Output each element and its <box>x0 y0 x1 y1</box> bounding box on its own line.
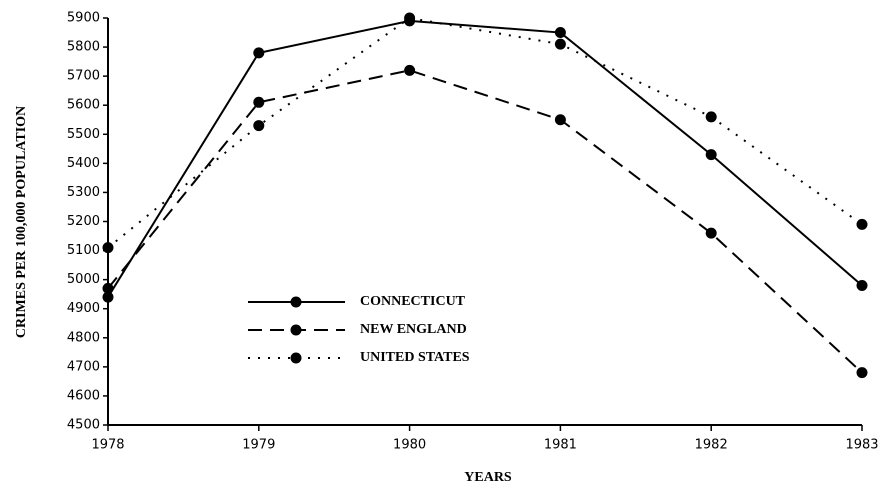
data-point <box>404 64 416 76</box>
y-tick-label: 4900 <box>67 301 100 316</box>
data-point <box>856 367 868 379</box>
y-tick-label: 5300 <box>67 185 100 200</box>
legend-label: NEW ENGLAND <box>360 322 467 337</box>
data-point <box>554 38 566 50</box>
legend-label: UNITED STATES <box>360 350 470 365</box>
data-point <box>705 227 717 239</box>
data-point <box>102 282 114 294</box>
y-tick-label: 5000 <box>67 272 100 287</box>
x-tick-label: 1979 <box>242 438 275 453</box>
data-point <box>856 279 868 291</box>
y-tick-label: 4500 <box>67 418 100 433</box>
x-tick-label: 1982 <box>695 438 728 453</box>
x-tick-label: 1983 <box>845 438 878 453</box>
data-point <box>253 120 265 132</box>
legend-marker <box>290 352 302 364</box>
legend-marker <box>290 296 302 308</box>
y-tick-label: 5100 <box>67 243 100 258</box>
y-axis-label: CRIMES PER 100,000 POPULATION <box>14 106 29 338</box>
series-line <box>107 16 863 249</box>
data-point <box>554 114 566 126</box>
series-line <box>107 69 863 374</box>
data-point <box>253 47 265 59</box>
data-point <box>102 291 114 303</box>
x-axis-label: YEARS <box>464 470 512 485</box>
y-tick-label: 5200 <box>67 214 100 229</box>
data-point <box>102 242 114 254</box>
x-tick-label: 1981 <box>544 438 577 453</box>
legend-label: CONNECTICUT <box>360 294 466 309</box>
data-point <box>554 27 566 39</box>
y-tick-label: 4700 <box>67 359 100 374</box>
legend-marker <box>290 324 302 336</box>
data-point <box>856 218 868 230</box>
data-point <box>253 96 265 108</box>
y-tick-label: 5500 <box>67 127 100 142</box>
y-tick-label: 4800 <box>67 330 100 345</box>
y-tick-label: 5700 <box>67 69 100 84</box>
data-point <box>705 111 717 123</box>
data-point <box>705 149 717 161</box>
x-tick-label: 1980 <box>393 438 426 453</box>
y-tick-label: 5400 <box>67 156 100 171</box>
y-tick-label: 5800 <box>67 40 100 55</box>
y-tick-label: 5600 <box>67 98 100 113</box>
y-tick-label: 5900 <box>67 11 100 26</box>
series-line <box>107 19 863 298</box>
data-point <box>404 12 416 24</box>
y-tick-label: 4600 <box>67 388 100 403</box>
x-tick-label: 1978 <box>91 438 124 453</box>
